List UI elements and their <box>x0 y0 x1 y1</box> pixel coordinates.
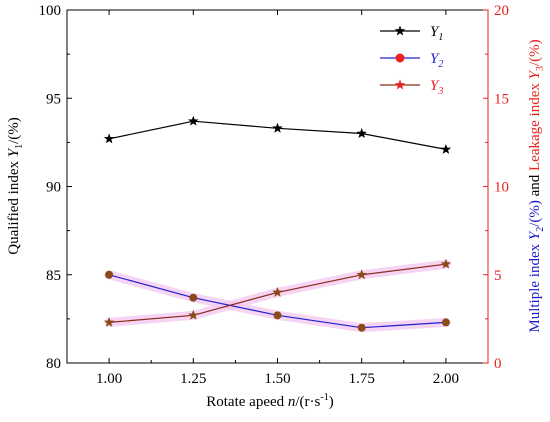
marker-Y3 <box>188 309 199 320</box>
marker-Y2 <box>105 270 114 279</box>
right-axis-title: Multiple index Y2/(%) and Leakage index … <box>527 39 546 332</box>
x-axis-title: Rotate apeed n/(r·s-1) <box>206 392 333 410</box>
x-axis: 1.00 1.25 1.50 1.75 2.00 <box>96 10 459 387</box>
marker-Y2 <box>357 323 366 332</box>
x-tick-label: 1.75 <box>349 371 375 387</box>
legend: Y1 Y2 Y3 <box>380 24 443 97</box>
marker-Y1 <box>103 133 115 144</box>
left-tick-label: 90 <box>46 180 61 196</box>
marker-Y2 <box>441 318 450 327</box>
x-tick-label: 1.00 <box>96 371 122 387</box>
left-tick-label: 80 <box>46 356 61 372</box>
x-tick-label: 2.00 <box>433 371 459 387</box>
left-tick-label: 100 <box>39 3 62 19</box>
legend-label: Y3 <box>430 78 443 97</box>
marker-Y1 <box>272 122 283 133</box>
legend-label: Y1 <box>430 24 443 43</box>
right-tick-label: 5 <box>494 268 502 284</box>
legend-marker <box>395 53 405 63</box>
left-tick-label: 85 <box>46 268 61 284</box>
x-tick-label: 1.25 <box>180 371 206 387</box>
left-tick-label: 95 <box>46 91 61 107</box>
right-tick-label: 10 <box>494 180 509 196</box>
marker-Y3 <box>103 316 115 327</box>
series-markers <box>103 115 452 332</box>
marker-Y2 <box>189 293 198 302</box>
marker-Y3 <box>272 286 283 297</box>
marker-Y3 <box>356 269 367 280</box>
x-tick-label: 1.50 <box>264 371 290 387</box>
marker-Y2 <box>273 311 282 320</box>
legend-marker <box>394 25 406 36</box>
marker-Y1 <box>440 143 452 154</box>
marker-Y1 <box>356 128 367 138</box>
marker-Y1 <box>188 115 199 126</box>
left-axis: 80 85 90 95 100 <box>39 3 72 372</box>
plot-frame <box>66 9 489 364</box>
right-tick-label: 15 <box>494 91 509 107</box>
legend-label: Y2 <box>430 51 443 70</box>
marker-Y3 <box>440 258 452 269</box>
left-axis-title: Qualified index Y1/(%) <box>6 117 25 254</box>
legend-marker <box>394 79 406 90</box>
right-axis: 0 5 10 15 20 <box>483 3 509 372</box>
right-tick-label: 0 <box>494 356 502 372</box>
right-tick-label: 20 <box>494 3 509 19</box>
